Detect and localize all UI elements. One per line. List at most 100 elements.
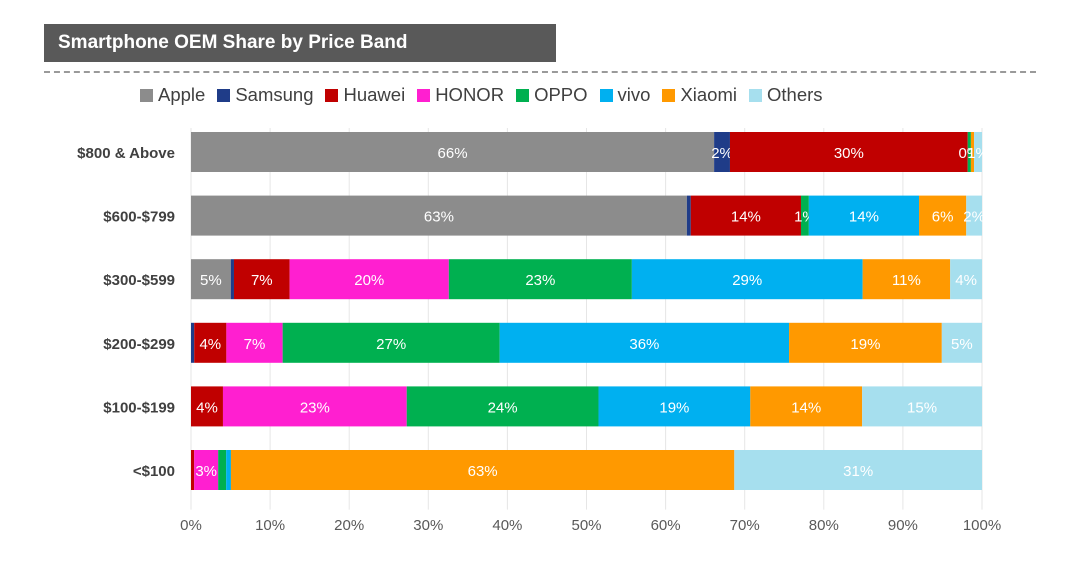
data-label: 19% [850, 336, 880, 353]
legend-swatch [140, 88, 153, 102]
bar-segment-xiaomi [789, 322, 942, 363]
bar-segment-others [941, 322, 982, 363]
bar-segment-xiaomi [919, 195, 967, 236]
x-tick-label: 100% [963, 517, 1001, 534]
legend-label: OPPO [534, 84, 588, 105]
x-tick-label: 20% [334, 517, 364, 534]
category-label: $600-$799 [103, 209, 175, 226]
data-label: 29% [732, 272, 762, 289]
legend-swatch [749, 88, 762, 102]
bar-segment-huawei [191, 386, 223, 427]
bar-segment-oppo [406, 386, 599, 427]
bar-segment-apple [191, 259, 231, 300]
x-tick-label: 60% [651, 517, 681, 534]
legend-swatch [516, 88, 530, 102]
data-label: 7% [251, 272, 273, 289]
data-label: 7% [244, 336, 266, 353]
data-label: 5% [951, 336, 973, 353]
bar-segment-others [966, 195, 982, 236]
data-label: 30% [834, 145, 864, 162]
bar-segment-xiaomi [970, 132, 975, 172]
bar-segment-honor [289, 259, 449, 300]
legend-label: Huawei [343, 84, 406, 105]
data-label: 2% [711, 145, 733, 162]
bar-segment-xiaomi [862, 259, 951, 300]
legend-label: vivo [617, 84, 651, 105]
bar-segment-oppo [282, 322, 500, 363]
bar-segment-apple [191, 132, 715, 172]
data-label: 4% [199, 336, 221, 353]
legend-swatch [325, 88, 339, 102]
bar-segment-samsung [191, 322, 195, 363]
legend-item: OPPO [516, 84, 588, 106]
data-label: 20% [354, 272, 384, 289]
bar-segment-xiaomi [230, 450, 735, 490]
bar-segment-vivo [631, 259, 863, 300]
legend-label: Apple [158, 84, 206, 105]
category-label: $200-$299 [103, 336, 175, 353]
bar-segment-samsung [230, 259, 234, 300]
category-label: <$100 [133, 463, 175, 480]
legend-swatch [662, 88, 676, 102]
legend-label: Xiaomi [680, 84, 737, 105]
data-label: 23% [300, 399, 330, 416]
data-label: 14% [731, 209, 761, 226]
bar-segment-huawei [194, 322, 227, 363]
x-tick-label: 10% [255, 517, 285, 534]
x-tick-label: 50% [571, 517, 601, 534]
legend-item: HONOR [417, 84, 504, 106]
category-label: $300-$599 [103, 272, 175, 289]
legend-swatch [417, 88, 431, 102]
bar-segment-xiaomi [750, 386, 863, 427]
bar-segment-vivo [226, 450, 231, 490]
legend-label: Others [767, 84, 823, 105]
data-label: 23% [525, 272, 555, 289]
data-label: 4% [955, 272, 977, 289]
bar-segment-oppo [800, 195, 809, 236]
data-label: 2% [963, 209, 985, 226]
x-tick-label: 0% [180, 517, 202, 534]
bar-segment-others [862, 386, 982, 427]
title-divider [44, 71, 1036, 73]
x-tick-label: 30% [413, 517, 443, 534]
data-label: 36% [629, 336, 659, 353]
bar-segment-huawei [233, 259, 290, 300]
data-label: 14% [849, 209, 879, 226]
category-label: $100-$199 [103, 399, 175, 416]
data-label: 11% [892, 272, 921, 289]
x-tick-label: 90% [888, 517, 918, 534]
data-label: 3% [195, 463, 217, 480]
legend-item: Huawei [325, 84, 405, 106]
bar-segment-honor [194, 450, 219, 490]
chart-title-bar: Smartphone OEM Share by Price Band [44, 24, 556, 62]
chart-title: Smartphone OEM Share by Price Band [58, 32, 408, 53]
legend-item: Samsung [217, 84, 313, 106]
bar-segment-honor [222, 386, 407, 427]
data-label: 31% [843, 463, 873, 480]
data-label: 4% [196, 399, 218, 416]
data-label: 6% [932, 209, 954, 226]
bar-segment-apple [191, 195, 687, 236]
legend-swatch [217, 88, 231, 102]
bar-segment-others [734, 450, 982, 490]
data-label: 5% [200, 272, 222, 289]
legend-item: Xiaomi [662, 84, 737, 106]
legend-swatch [599, 88, 613, 102]
bar-segment-oppo [218, 450, 227, 490]
data-label: 66% [438, 145, 468, 162]
data-label: 27% [376, 336, 406, 353]
legend-item: vivo [599, 84, 651, 106]
legend-label: HONOR [435, 84, 505, 105]
legend-item: Apple [140, 84, 205, 106]
data-label: 14% [791, 399, 821, 416]
bar-segment-vivo [598, 386, 751, 427]
bar-segment-others [974, 132, 982, 172]
bar-segment-huawei [729, 132, 968, 172]
legend-item: Others [749, 84, 823, 106]
bar-segment-others [950, 259, 982, 300]
bar-segment-samsung [686, 195, 691, 236]
legend-label: Samsung [235, 84, 314, 105]
data-label: 63% [424, 209, 454, 226]
chart-legend: Apple Samsung Huawei HONOR OPPO vivo Xiaomi Oth… [140, 84, 835, 106]
data-label: 19% [659, 399, 689, 416]
